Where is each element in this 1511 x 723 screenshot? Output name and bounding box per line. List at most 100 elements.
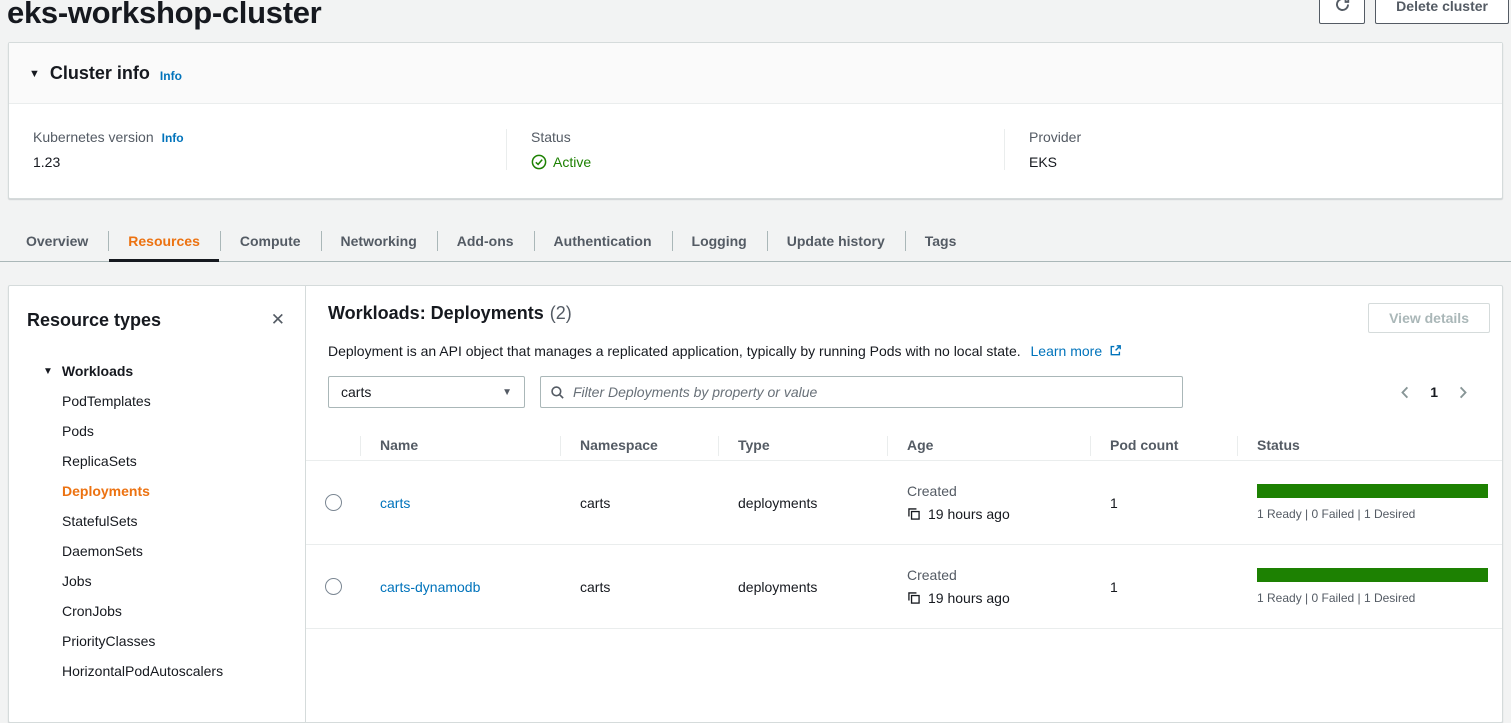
deployment-name-link[interactable]: carts-dynamodb: [380, 578, 481, 595]
age-relative-value: 19 hours ago: [928, 590, 1010, 606]
sidebar-group-workloads[interactable]: ▼ Workloads: [43, 356, 291, 386]
column-header-type: Type: [718, 435, 887, 456]
tab-authentication[interactable]: Authentication: [533, 220, 672, 261]
provider-label: Provider: [1029, 129, 1082, 145]
cluster-info-header[interactable]: ▼ Cluster info Info: [9, 43, 1502, 104]
cluster-info-title: Cluster info: [49, 63, 150, 83]
deployments-title: Workloads: Deployments: [328, 303, 544, 323]
deployment-namespace: carts: [580, 578, 611, 595]
status-field: Status Active: [506, 129, 1004, 170]
copy-icon[interactable]: [907, 591, 921, 605]
resource-types-tree: ▼ Workloads PodTemplates Pods ReplicaSet…: [21, 356, 291, 686]
search-icon: [550, 385, 565, 400]
refresh-icon: [1334, 0, 1351, 16]
row-radio-button[interactable]: [324, 578, 342, 595]
sidebar-item-priorityclasses[interactable]: PriorityClasses: [62, 633, 156, 649]
tab-tags[interactable]: Tags: [904, 220, 977, 261]
table-row: carts-dynamodb carts deployments Created…: [306, 545, 1502, 629]
status-progress-bar: [1257, 568, 1488, 582]
table-row: carts carts deployments Created 19 hours…: [306, 461, 1502, 545]
view-details-button[interactable]: View details: [1368, 303, 1490, 333]
sidebar-item-daemonsets[interactable]: DaemonSets: [62, 543, 143, 559]
resource-types-title: Resource types: [27, 309, 162, 330]
tab-logging[interactable]: Logging: [671, 220, 767, 261]
deployment-pod-count: 1: [1110, 578, 1118, 595]
tab-update-history[interactable]: Update history: [766, 220, 905, 261]
status-check-icon: [531, 154, 547, 170]
sidebar-item-pods[interactable]: Pods: [62, 423, 94, 439]
sidebar-item-cronjobs[interactable]: CronJobs: [62, 603, 122, 619]
delete-cluster-button[interactable]: Delete cluster: [1375, 0, 1509, 24]
deployment-age: Created 19 hours ago: [887, 483, 1090, 522]
close-icon[interactable]: ✕: [270, 310, 285, 329]
provider-field: Provider EKS: [1004, 129, 1502, 170]
external-link-icon: [1105, 344, 1122, 360]
status-label: Status: [531, 129, 571, 145]
cluster-info-info-link[interactable]: Info: [159, 68, 182, 83]
column-header-pod-count: Pod count: [1090, 435, 1237, 456]
sidebar-item-replicasets[interactable]: ReplicaSets: [62, 453, 137, 469]
search-input[interactable]: [573, 384, 1173, 400]
status-summary-text: 1 Ready | 0 Failed | 1 Desired: [1257, 507, 1416, 521]
deployments-table: Name Namespace Type Age Pod count Status…: [306, 429, 1502, 629]
resources-panel: Resource types ✕ ▼ Workloads PodTemplate…: [8, 285, 1503, 723]
status-summary-text: 1 Ready | 0 Failed | 1 Desired: [1257, 591, 1416, 605]
sidebar-item-podtemplates[interactable]: PodTemplates: [62, 393, 151, 409]
namespace-filter-dropdown[interactable]: carts ▼: [328, 376, 525, 408]
pagination: 1: [1398, 384, 1480, 400]
table-header-row: Name Namespace Type Age Pod count Status: [306, 429, 1502, 461]
kubernetes-version-label: Kubernetes version: [33, 129, 154, 145]
age-created-label: Created: [907, 483, 957, 499]
provider-value: EKS: [1029, 154, 1058, 170]
deployment-status: 1 Ready | 0 Failed | 1 Desired: [1237, 484, 1502, 521]
chevron-down-icon: ▼: [502, 386, 512, 398]
tab-compute[interactable]: Compute: [219, 220, 321, 261]
cluster-info-panel: ▼ Cluster info Info Kubernetes version I…: [8, 42, 1503, 199]
cluster-info-body: Kubernetes version Info 1.23 Status Acti…: [9, 104, 1502, 198]
learn-more-link[interactable]: Learn more: [1031, 343, 1122, 359]
learn-more-label: Learn more: [1030, 343, 1103, 359]
sidebar-item-statefulsets[interactable]: StatefulSets: [62, 513, 138, 529]
deployments-description: Deployment is an API object that manages…: [306, 333, 1502, 360]
column-header-status: Status: [1237, 435, 1502, 456]
column-header-name: Name: [360, 435, 560, 456]
tab-add-ons[interactable]: Add-ons: [436, 220, 534, 261]
group-caret-icon: ▼: [43, 365, 53, 377]
sidebar-item-jobs[interactable]: Jobs: [62, 573, 92, 589]
sidebar-item-deployments[interactable]: Deployments: [62, 483, 150, 499]
kubernetes-version-info-link[interactable]: Info: [161, 130, 184, 145]
column-header-namespace: Namespace: [560, 435, 718, 456]
cluster-tabs: Overview Resources Compute Networking Ad…: [0, 220, 1511, 262]
deployment-namespace: carts: [580, 494, 611, 511]
deployment-status: 1 Ready | 0 Failed | 1 Desired: [1237, 568, 1502, 605]
status-value: Active: [553, 154, 592, 170]
resource-types-sidebar: Resource types ✕ ▼ Workloads PodTemplate…: [9, 286, 306, 722]
deployment-pod-count: 1: [1110, 494, 1118, 511]
status-progress-bar: [1257, 484, 1488, 498]
header-actions: Delete cluster: [1319, 0, 1509, 24]
collapse-caret-icon[interactable]: ▼: [29, 67, 40, 80]
sidebar-item-horizontalpodautoscalers[interactable]: HorizontalPodAutoscalers: [62, 663, 224, 679]
deployment-name-link[interactable]: carts: [380, 494, 411, 511]
age-relative-value: 19 hours ago: [928, 506, 1010, 522]
column-header-age: Age: [887, 435, 1090, 456]
deployments-main: Workloads: Deployments (2) View details …: [306, 286, 1502, 722]
kubernetes-version-field: Kubernetes version Info 1.23: [9, 129, 506, 170]
row-radio-button[interactable]: [324, 494, 342, 511]
page-header: eks-workshop-cluster Delete cluster: [0, 0, 1511, 40]
deployments-count: (2): [549, 303, 572, 323]
next-page-icon[interactable]: [1455, 385, 1470, 400]
tab-overview[interactable]: Overview: [26, 232, 89, 249]
refresh-button[interactable]: [1319, 0, 1366, 24]
previous-page-icon[interactable]: [1398, 385, 1413, 400]
age-created-label: Created: [907, 567, 957, 583]
copy-icon[interactable]: [907, 507, 921, 521]
tab-resources[interactable]: Resources: [108, 220, 220, 262]
page-title: eks-workshop-cluster: [7, 0, 322, 30]
kubernetes-version-value: 1.23: [33, 154, 61, 170]
search-filter-container: [540, 376, 1183, 408]
tab-networking[interactable]: Networking: [320, 220, 437, 261]
description-text: Deployment is an API object that manages…: [328, 343, 1021, 359]
filter-row: carts ▼ 1: [306, 360, 1502, 408]
current-page-number[interactable]: 1: [1430, 384, 1438, 400]
